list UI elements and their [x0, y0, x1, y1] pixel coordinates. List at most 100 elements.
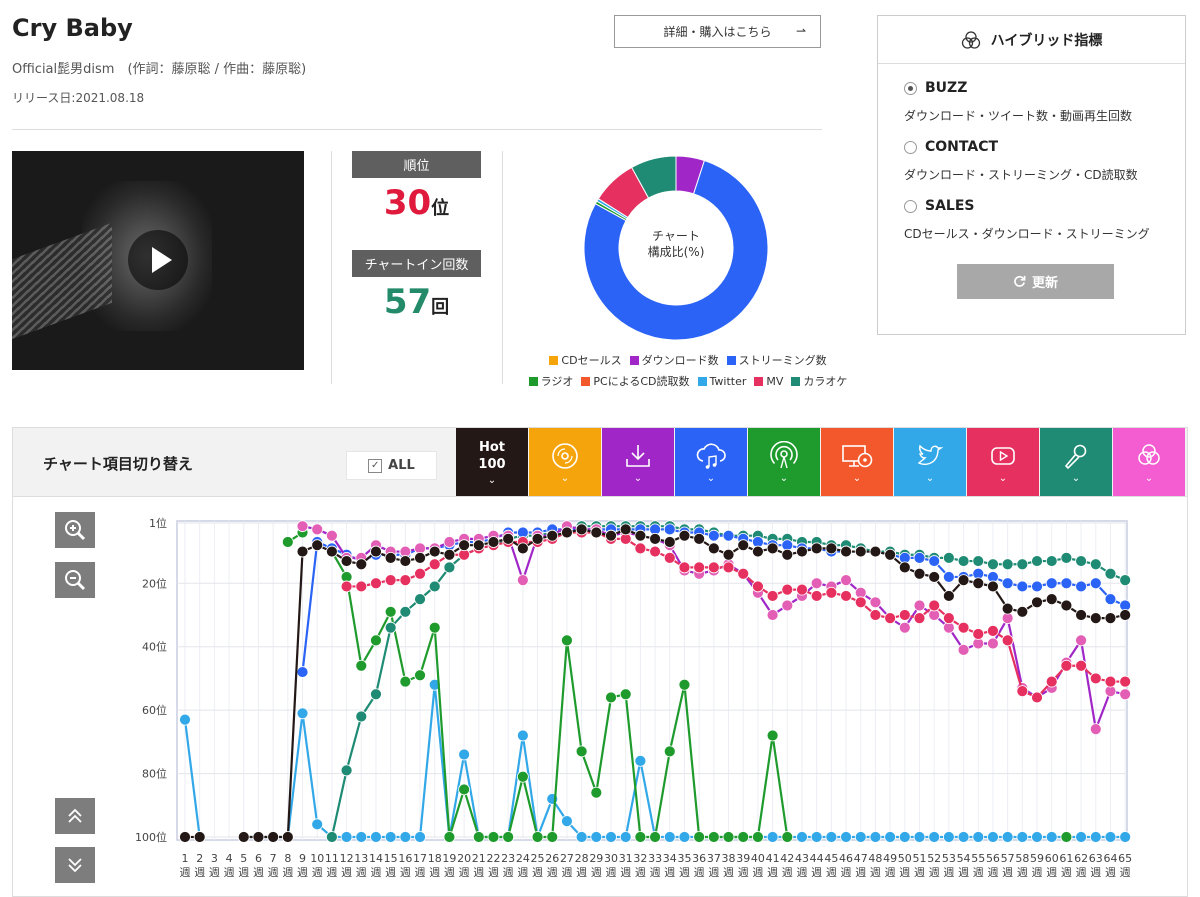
- data-point: [1104, 831, 1117, 843]
- refresh-icon: [1014, 275, 1026, 287]
- data-point: [384, 605, 397, 618]
- option-sales[interactable]: SALES: [904, 198, 975, 214]
- chart-switch-label: チャート項目切り替え: [43, 455, 193, 473]
- double-chevron-down-icon: [68, 858, 82, 873]
- zoom-in-button[interactable]: [55, 512, 95, 548]
- option-buzz[interactable]: BUZZ: [904, 80, 967, 96]
- buy-button[interactable]: 詳細・購入はこちら ⇀: [614, 15, 821, 48]
- data-point: [810, 577, 823, 590]
- tab-radio[interactable]: ⌄: [748, 428, 820, 496]
- x-tick-label: 28: [575, 852, 589, 865]
- tab-karaoke[interactable]: ⌄: [1040, 428, 1112, 496]
- x-tick-unit: 週: [796, 866, 807, 879]
- radio-button[interactable]: [904, 140, 917, 154]
- refresh-button[interactable]: 更新: [957, 264, 1114, 299]
- x-tick-label: 31: [619, 852, 633, 865]
- data-point: [1045, 675, 1058, 688]
- data-point: [370, 634, 382, 647]
- divider: [331, 151, 332, 384]
- data-point: [913, 831, 926, 843]
- data-point: [1089, 612, 1102, 625]
- hybrid-title: ハイブリッド指標: [990, 32, 1103, 49]
- tab-pc-cd-read[interactable]: ⌄: [821, 428, 893, 496]
- data-point: [340, 580, 353, 593]
- scroll-up-button[interactable]: [55, 798, 95, 834]
- tab-cd-sales[interactable]: ⌄: [529, 428, 601, 496]
- data-point: [605, 691, 617, 704]
- data-point: [472, 831, 485, 843]
- all-toggle[interactable]: ✓ ALL: [346, 451, 437, 480]
- data-point: [281, 831, 294, 843]
- chevron-down-icon: ⌄: [633, 472, 643, 484]
- data-point: [987, 624, 999, 637]
- data-point: [561, 815, 573, 828]
- data-point: [619, 688, 632, 701]
- x-tick-label: 23: [501, 852, 515, 865]
- data-point: [722, 548, 735, 561]
- legend-label: ダウンロード数: [641, 354, 719, 367]
- x-tick-unit: 週: [987, 866, 998, 879]
- x-tick-label: 65: [1118, 852, 1132, 865]
- x-tick-unit: 週: [870, 866, 881, 879]
- x-tick-label: 29: [589, 852, 603, 865]
- data-point: [516, 729, 529, 742]
- x-tick-unit: 週: [415, 866, 426, 879]
- radio-button[interactable]: [904, 81, 917, 95]
- data-point: [1031, 691, 1043, 704]
- x-tick-unit: 週: [444, 866, 455, 879]
- disc-icon: [552, 442, 578, 469]
- data-point: [722, 561, 735, 574]
- all-label: ALL: [388, 458, 415, 473]
- data-point: [325, 831, 338, 843]
- x-tick-unit: 週: [679, 866, 690, 879]
- tab-streaming[interactable]: ⌄: [675, 428, 747, 496]
- x-tick-unit: 週: [429, 866, 440, 879]
- option-contact[interactable]: CONTACT: [904, 139, 998, 155]
- data-point: [1075, 580, 1087, 593]
- data-point: [1119, 574, 1132, 586]
- checkbox-icon[interactable]: ✓: [368, 458, 383, 473]
- data-point: [810, 542, 823, 555]
- twitter-icon: [917, 444, 944, 465]
- data-point: [957, 643, 970, 656]
- data-point: [869, 545, 882, 558]
- double-chevron-up-icon: [68, 808, 82, 823]
- x-tick-unit: 週: [341, 866, 352, 879]
- x-tick-label: 24: [516, 852, 530, 865]
- data-point: [854, 596, 867, 609]
- data-point: [1016, 685, 1029, 698]
- tab-twitter[interactable]: ⌄: [894, 428, 966, 496]
- data-point: [1016, 831, 1029, 843]
- tab-hybrid[interactable]: ⌄: [1113, 428, 1185, 496]
- data-point: [869, 831, 882, 843]
- data-point: [942, 590, 955, 602]
- tab-hot100[interactable]: Hot 100 ⌄: [456, 428, 528, 496]
- data-point: [1104, 593, 1117, 606]
- tab-download[interactable]: ⌄: [602, 428, 674, 496]
- x-tick-unit: 週: [1017, 866, 1028, 879]
- x-tick-unit: 週: [370, 866, 381, 879]
- data-point: [796, 831, 808, 843]
- data-point: [825, 586, 838, 599]
- chevron-down-icon: ⌄: [779, 472, 789, 484]
- video-player[interactable]: [12, 151, 304, 370]
- x-tick-label: 64: [1103, 852, 1117, 865]
- scroll-down-button[interactable]: [55, 847, 95, 883]
- legend-item: Twitter: [697, 373, 747, 389]
- data-point: [972, 628, 985, 640]
- x-tick-label: 22: [486, 852, 500, 865]
- data-point: [399, 605, 412, 618]
- x-tick-label: 26: [545, 852, 559, 865]
- legend-item: カラオケ: [791, 373, 847, 389]
- radio-button[interactable]: [904, 199, 917, 213]
- data-point: [884, 612, 897, 625]
- x-tick-label: 21: [472, 852, 486, 865]
- data-point: [796, 545, 808, 558]
- zoom-out-button[interactable]: [55, 562, 95, 598]
- data-point: [619, 523, 632, 536]
- tab-mv[interactable]: ⌄: [967, 428, 1039, 496]
- chart-toolbar: チャート項目切り替え ✓ ALL Hot 100 ⌄ ⌄ ⌄ ⌄ ⌄ ⌄: [13, 428, 1187, 497]
- data-point: [928, 571, 941, 583]
- legend-label: Twitter: [709, 374, 747, 388]
- data-point: [296, 545, 309, 558]
